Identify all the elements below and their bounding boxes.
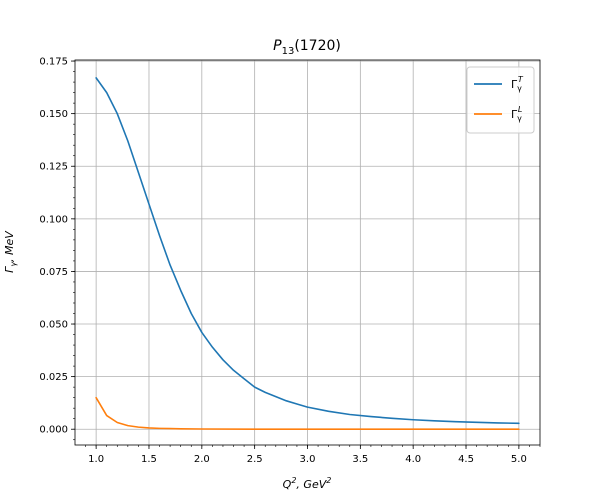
y-tick-label: 0.150 (39, 109, 68, 120)
chart-title: P13(1720) (273, 38, 341, 57)
title-main: P (273, 38, 282, 54)
ylabel-base: Γ (3, 266, 16, 273)
x-axis: 1.0 1.5 2.0 2.5 3.0 3.5 4.0 4.5 5.0 (85, 445, 541, 465)
x-tick-label: 4.0 (405, 454, 421, 465)
x-tick-label: 5.0 (511, 454, 527, 465)
y-tick-label: 0.175 (39, 57, 68, 68)
x-axis-label: Q2, GeV2 (283, 476, 332, 491)
series-line-longitudinal (95, 396, 520, 431)
x-tick-label: 1.0 (88, 454, 104, 465)
xlabel-sup: 2 (291, 476, 296, 485)
y-axis: 0.000 0.025 0.050 0.075 0.100 0.125 0.150 0.175 (39, 57, 75, 441)
x-tick-label: 4.5 (458, 454, 474, 465)
ylabel-rest: , MeV (3, 230, 16, 262)
legend-label-longitudinal: ΓγL (511, 105, 522, 123)
x-tick-label: 1.5 (141, 454, 157, 465)
series-layer (95, 77, 520, 431)
xlabel-mid: , GeV (296, 478, 327, 491)
y-tick-label: 0.125 (39, 162, 68, 173)
y-axis-label: Γγ, MeV (3, 230, 18, 273)
title-rest: (1720) (294, 38, 341, 54)
x-tick-label: 3.0 (300, 454, 316, 465)
x-tick-label: 2.0 (194, 454, 210, 465)
ylabel-sub: γ (9, 261, 18, 267)
legend-box (466, 66, 535, 134)
legend-label-transverse: ΓγT (511, 75, 524, 93)
y-tick-label: 0.000 (39, 425, 68, 436)
x-tick-label: 2.5 (247, 454, 263, 465)
x-tick-label: 3.5 (352, 454, 368, 465)
y-tick-label: 0.075 (39, 267, 68, 278)
y-tick-label: 0.100 (39, 214, 68, 225)
xlabel-base: Q (283, 478, 292, 491)
title-sub: 13 (282, 46, 295, 57)
xlabel-sup2: 2 (326, 476, 331, 485)
y-tick-label: 0.025 (39, 372, 68, 383)
y-tick-label: 0.050 (39, 320, 68, 331)
series-line-transverse (95, 77, 520, 425)
legend: ΓγT ΓγL (466, 66, 535, 134)
